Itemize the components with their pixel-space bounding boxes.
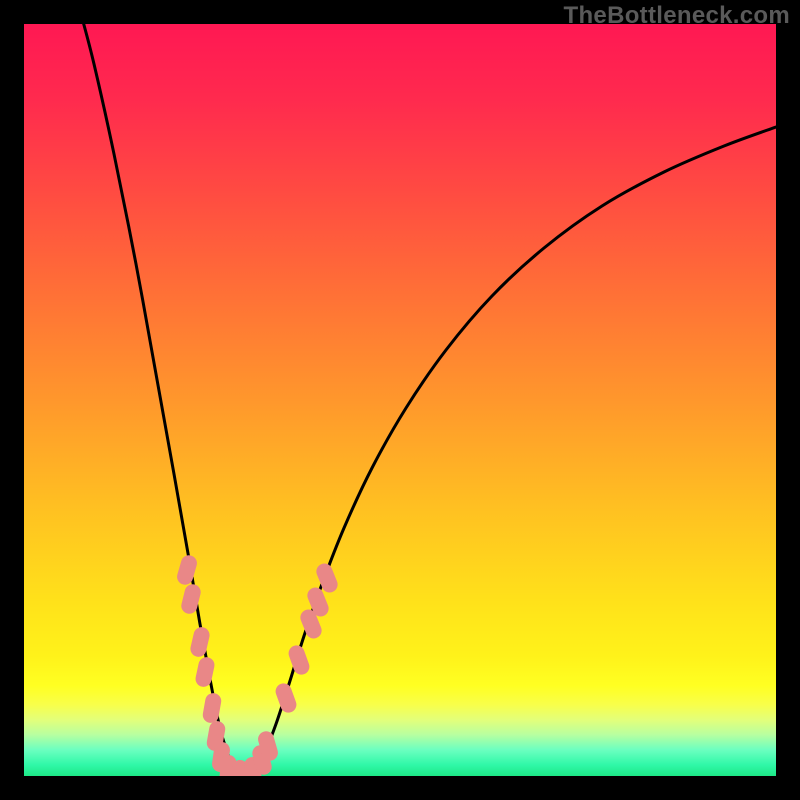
plot-svg: [24, 24, 776, 776]
watermark-text: TheBottleneck.com: [564, 2, 790, 30]
gradient-background: [24, 24, 776, 776]
plot-area: [24, 24, 776, 776]
